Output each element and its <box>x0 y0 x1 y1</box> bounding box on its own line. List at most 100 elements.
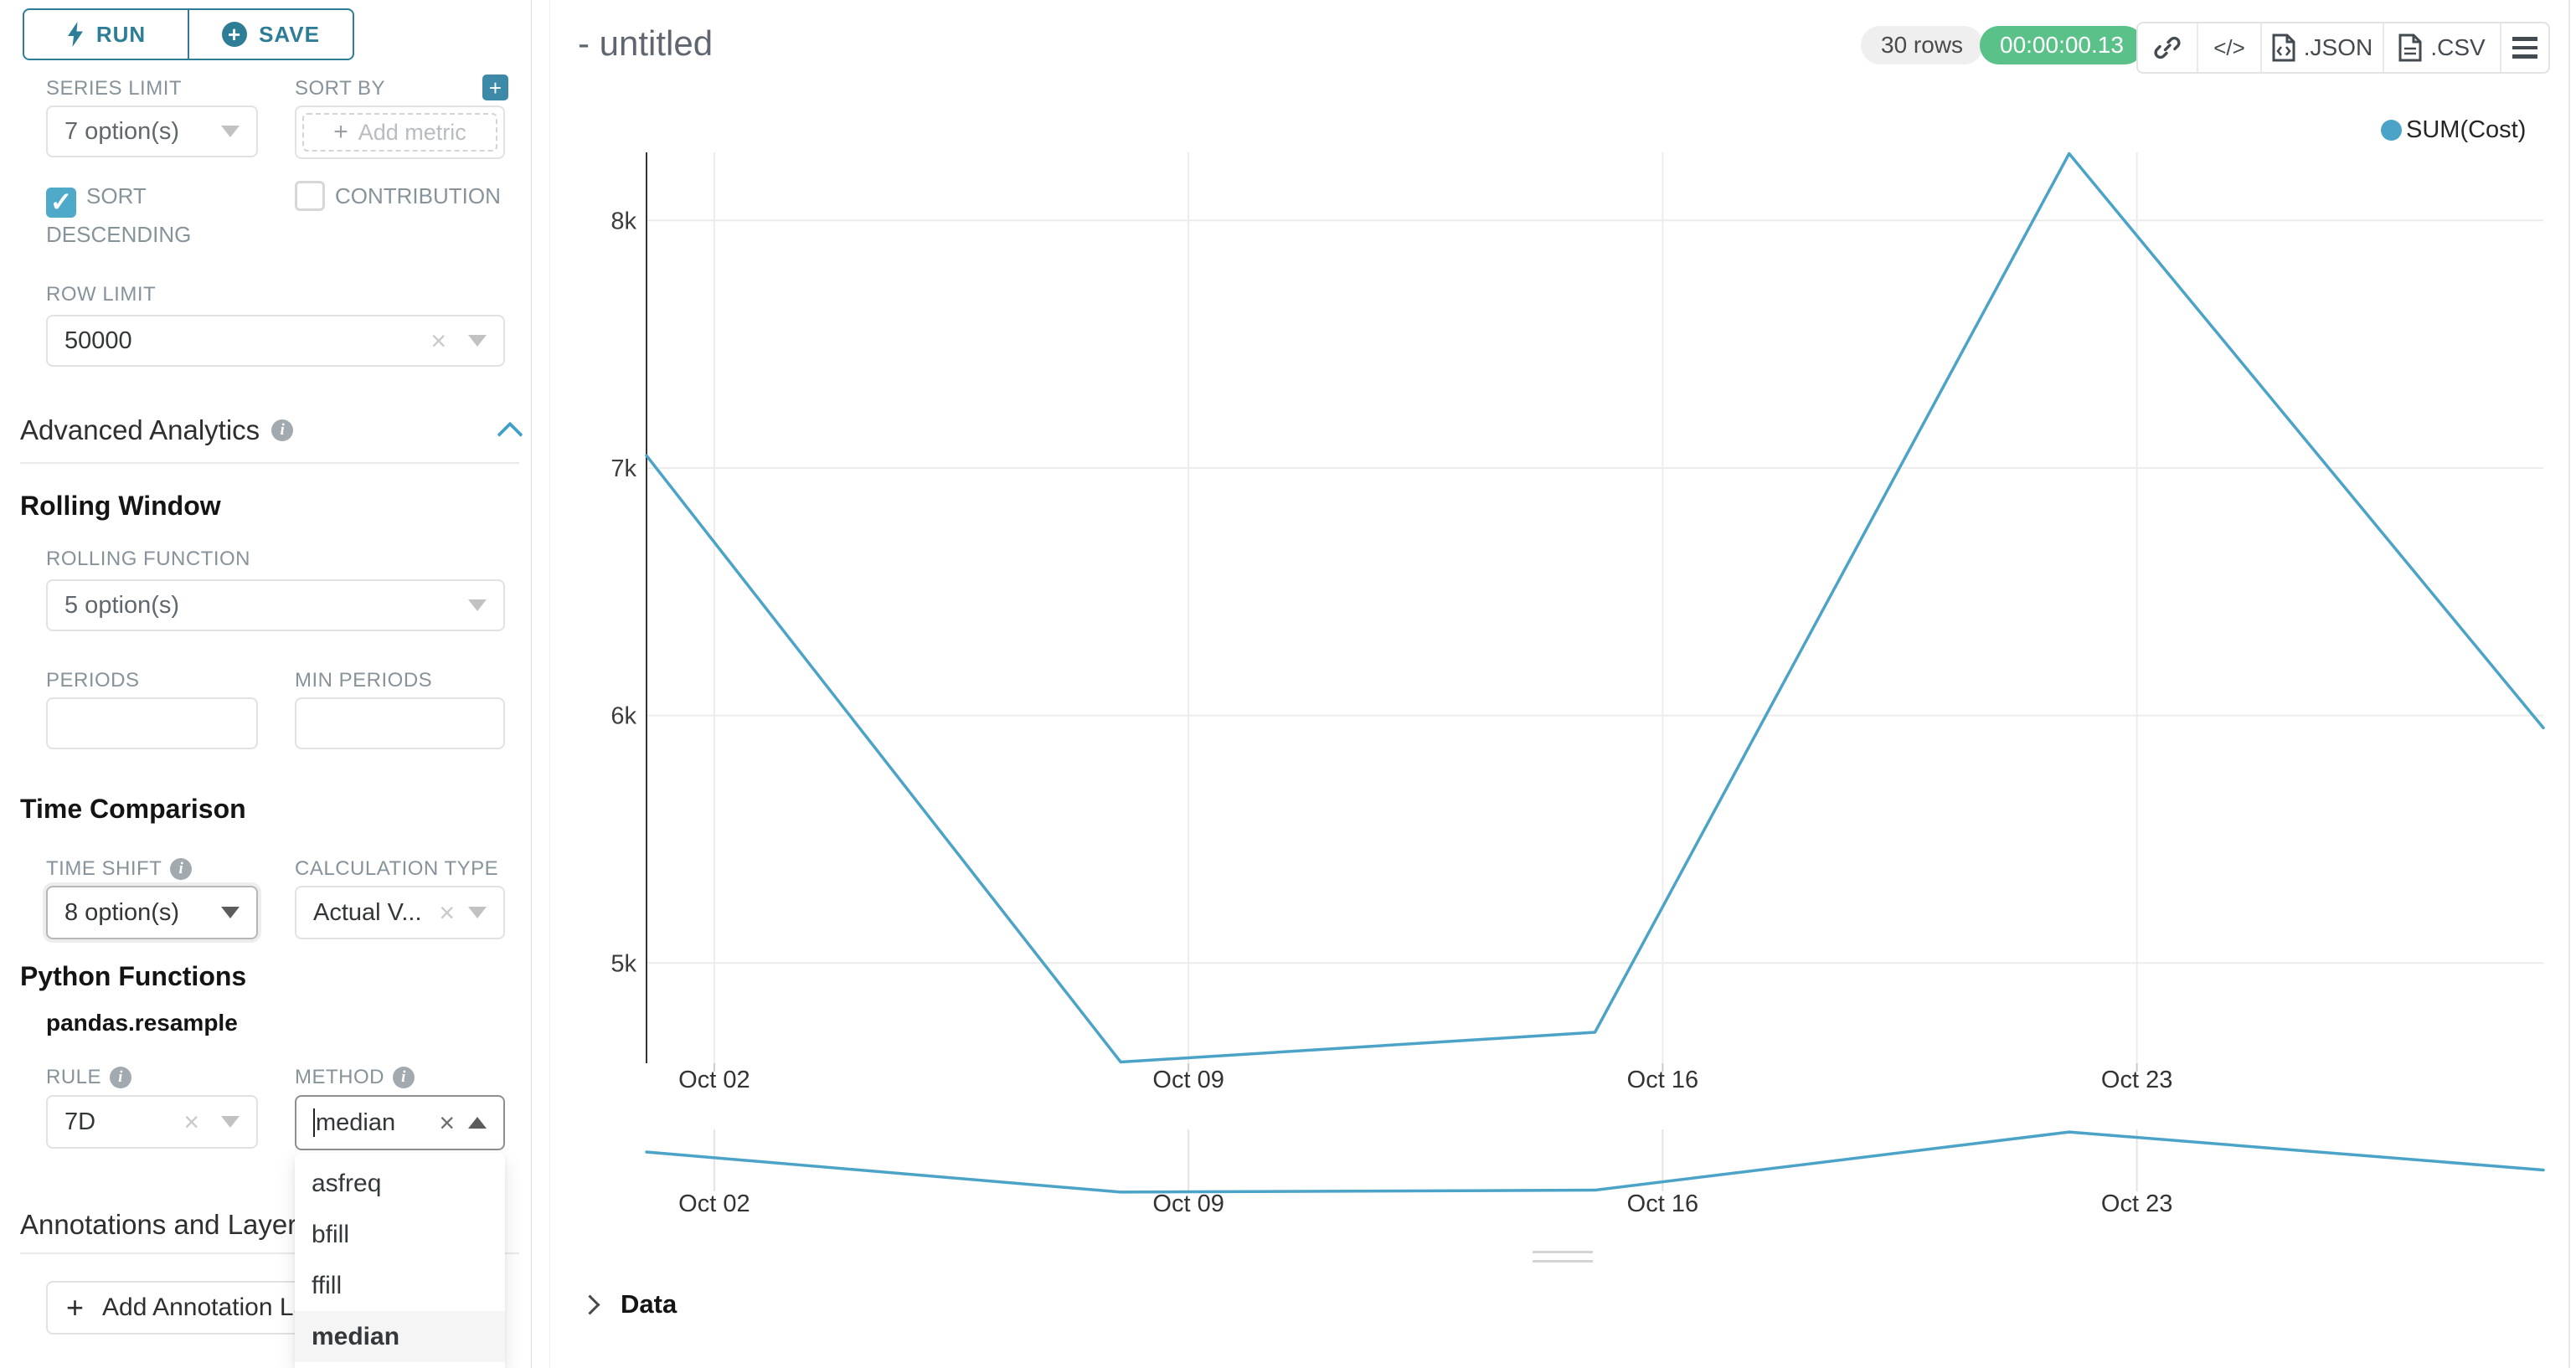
sort-by-label: SORT BY <box>295 77 385 100</box>
calculation-type-label: CALCULATION TYPE <box>295 857 499 880</box>
pandas-resample-header: pandas.resample <box>46 1010 238 1036</box>
row-limit-select[interactable]: 50000 × <box>46 315 505 367</box>
annotations-header[interactable]: Annotations and Layers <box>20 1209 311 1241</box>
plus-icon: + <box>333 118 348 146</box>
page-right-border <box>2568 0 2570 1368</box>
sort-descending-checkbox-row[interactable]: ✓ SORT DESCENDING <box>46 179 264 251</box>
chevron-down-icon <box>468 599 487 611</box>
method-value: median <box>316 1108 396 1136</box>
rolling-function-value: 5 option(s) <box>64 591 180 619</box>
svg-text:6k: 6k <box>611 703 636 730</box>
export-csv-button[interactable]: .CSV <box>2383 23 2500 72</box>
clear-icon[interactable]: × <box>430 326 446 356</box>
embed-code-button[interactable]: </> <box>2197 23 2260 72</box>
series-limit-label: SERIES LIMIT <box>46 77 183 100</box>
plus-icon: + <box>66 1290 85 1324</box>
rule-value: 7D <box>64 1108 96 1135</box>
svg-text:Oct 23: Oct 23 <box>2101 1191 2172 1217</box>
periods-input[interactable] <box>46 697 258 749</box>
contribution-checkbox-row[interactable]: CONTRIBUTION <box>295 179 521 213</box>
time-comparison-header: Time Comparison <box>20 794 246 824</box>
check-glyph: ✓ <box>49 187 73 217</box>
method-select[interactable]: median × <box>295 1095 505 1150</box>
add-metric-label: Add metric <box>358 119 466 145</box>
method-dropdown-menu: asfreq bfill ffill median <box>295 1153 505 1368</box>
code-icon: </> <box>2213 34 2245 60</box>
info-icon[interactable]: i <box>110 1067 132 1088</box>
checkbox-unchecked-icon[interactable] <box>295 181 325 211</box>
add-sort-by-button[interactable]: + <box>482 75 508 100</box>
svg-text:5k: 5k <box>611 950 636 977</box>
section-divider <box>20 462 519 464</box>
info-icon[interactable]: i <box>170 858 193 880</box>
copy-link-button[interactable] <box>2138 23 2197 72</box>
export-json-button[interactable]: .JSON <box>2260 23 2383 72</box>
data-panel-toggle[interactable]: Data <box>580 1289 677 1319</box>
series-limit-select[interactable]: 7 option(s) <box>46 105 258 157</box>
chevron-up-icon[interactable] <box>497 421 523 448</box>
calculation-type-select[interactable]: Actual V... × <box>295 886 505 939</box>
chevron-down-icon <box>221 907 240 918</box>
dropdown-option-ffill[interactable]: ffill <box>312 1271 343 1299</box>
link-icon <box>2154 36 2181 59</box>
rule-select[interactable]: 7D × <box>46 1095 258 1149</box>
control-panel: RUN + SAVE SERIES LIMIT SORT BY + 7 opti… <box>0 0 532 1368</box>
resize-handle[interactable] <box>1533 1260 1593 1263</box>
series-limit-value: 7 option(s) <box>64 117 180 145</box>
run-save-button-group: RUN + SAVE <box>23 8 354 60</box>
chart-title[interactable]: - untitled <box>578 23 714 63</box>
save-button[interactable]: + SAVE <box>188 10 353 59</box>
svg-text:Oct 16: Oct 16 <box>1627 1067 1698 1093</box>
chevron-up-icon <box>468 1117 487 1129</box>
csv-label: .CSV <box>2430 34 2486 60</box>
clear-icon[interactable]: × <box>439 897 455 928</box>
query-timer-badge: 00:00:00.13 <box>1980 26 2144 64</box>
checkbox-checked-icon[interactable]: ✓ <box>46 188 76 218</box>
dropdown-option-bfill[interactable]: bfill <box>312 1220 350 1248</box>
svg-text:Oct 02: Oct 02 <box>678 1067 750 1093</box>
rolling-function-select[interactable]: 5 option(s) <box>46 579 505 631</box>
clear-icon[interactable]: × <box>439 1108 455 1138</box>
sort-by-metric-box: + Add metric <box>295 105 505 159</box>
svg-text:Oct 16: Oct 16 <box>1627 1191 1698 1217</box>
rolling-window-header: Rolling Window <box>20 491 221 521</box>
row-limit-label: ROW LIMIT <box>46 283 157 306</box>
chevron-down-icon <box>221 126 240 137</box>
hamburger-icon <box>2512 37 2537 41</box>
min-periods-input[interactable] <box>295 697 505 749</box>
json-label: .JSON <box>2303 34 2373 60</box>
calculation-type-value: Actual V... <box>313 898 422 926</box>
chevron-down-icon <box>221 1116 240 1128</box>
svg-text:Oct 09: Oct 09 <box>1152 1191 1224 1217</box>
legend-dot-icon <box>2381 120 2402 141</box>
lightning-icon <box>67 22 83 47</box>
add-metric-button[interactable]: + Add metric <box>302 113 497 152</box>
rolling-function-label: ROLLING FUNCTION <box>46 548 251 570</box>
rule-label: RULE i <box>46 1066 132 1089</box>
dropdown-option-median[interactable]: median <box>295 1311 505 1362</box>
run-button[interactable]: RUN <box>24 10 188 59</box>
row-limit-value: 50000 <box>64 327 132 354</box>
plus-circle-icon: + <box>222 22 248 47</box>
data-panel-label: Data <box>621 1289 677 1319</box>
panel-gutter-line <box>549 0 550 1368</box>
time-shift-select[interactable]: 8 option(s) <box>46 886 258 939</box>
resize-handle[interactable] <box>1533 1251 1593 1253</box>
chart-legend[interactable]: SUM(Cost) <box>2381 116 2526 144</box>
chevron-down-icon <box>468 335 487 347</box>
time-shift-label: TIME SHIFT i <box>46 857 193 881</box>
info-icon[interactable]: i <box>393 1067 415 1088</box>
method-label: METHOD i <box>295 1066 415 1089</box>
info-icon[interactable]: i <box>271 419 294 441</box>
svg-text:Oct 23: Oct 23 <box>2101 1067 2172 1093</box>
python-functions-header: Python Functions <box>20 961 247 991</box>
svg-text:Oct 09: Oct 09 <box>1152 1067 1224 1093</box>
svg-text:Oct 02: Oct 02 <box>678 1191 750 1217</box>
time-shift-value: 8 option(s) <box>64 898 180 926</box>
dropdown-option-asfreq[interactable]: asfreq <box>312 1169 382 1197</box>
clear-icon[interactable]: × <box>183 1107 199 1137</box>
chevron-right-icon <box>580 1293 600 1315</box>
advanced-analytics-header[interactable]: Advanced Analytics i <box>20 414 523 448</box>
file-code-icon <box>2272 33 2295 62</box>
menu-button[interactable] <box>2500 23 2548 72</box>
